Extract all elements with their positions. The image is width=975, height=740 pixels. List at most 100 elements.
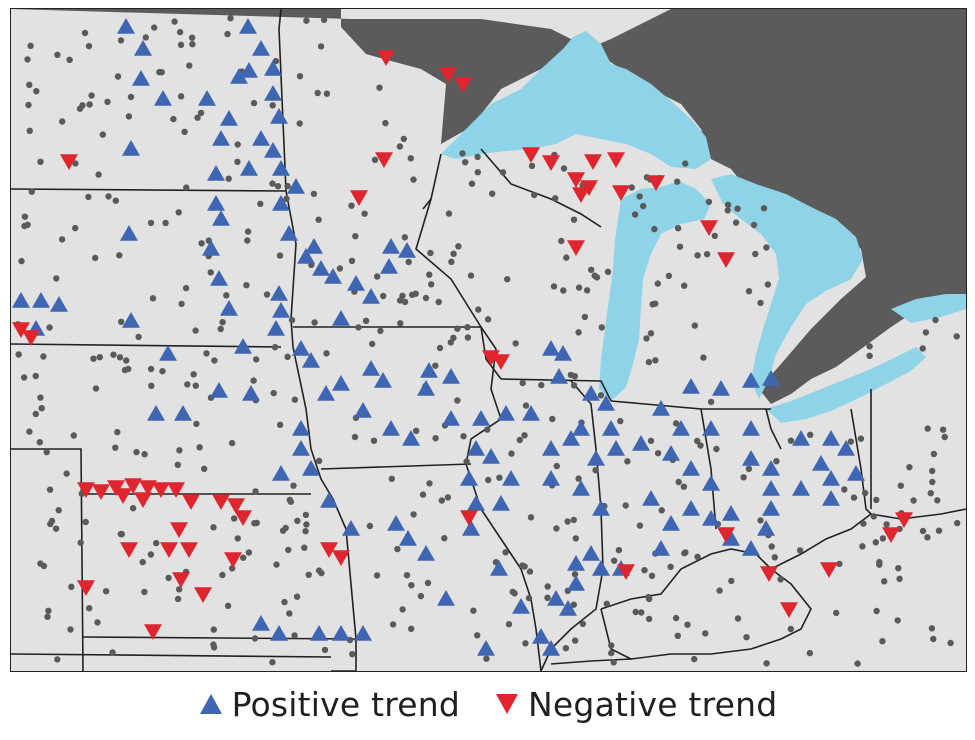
station-dot [121,366,129,374]
station-dot [672,614,680,622]
station-dot [243,282,250,289]
station-dot [348,202,355,209]
station-dot [33,88,40,95]
station-dot [681,282,688,289]
positive-trend-marker [442,410,460,426]
station-dot [296,73,304,80]
station-dot [32,372,39,380]
station-dot [684,621,691,628]
station-dot [296,120,303,127]
station-dot [380,292,387,300]
station-dot [95,171,102,178]
positive-trend-marker [420,362,438,378]
positive-trend-marker [198,90,216,106]
station-dot [224,602,232,609]
positive-trend-marker [292,440,310,456]
positive-trend-marker [542,340,560,356]
station-dot [583,287,591,294]
station-dot [768,543,775,550]
station-dot [283,195,290,202]
station-dot [895,565,902,572]
station-dot [572,535,579,542]
positive-trend-marker [240,62,258,78]
station-dot [651,225,658,233]
station-dot [133,448,140,456]
station-dot [366,522,374,530]
station-dot [24,221,31,228]
station-dot [676,243,684,250]
border-25 [765,408,782,450]
station-dot [224,30,231,38]
station-dot [92,385,100,392]
negative-trend-marker [92,484,110,500]
positive-trend-marker [587,450,605,466]
station-dot [426,271,433,278]
negative-trend-marker [700,220,718,236]
negative-trend-marker [567,240,585,256]
station-dot [419,491,427,498]
positive-trend-marker [512,598,530,614]
border-14 [500,378,612,402]
station-dot [654,450,662,457]
negative-trend-marker [134,492,152,508]
station-dot [740,474,747,481]
station-dot [879,638,886,645]
station-dot [485,476,492,484]
negative-trend-marker [612,185,630,201]
station-dot [397,320,404,327]
station-dot [263,291,271,298]
station-dot [570,516,577,524]
positive-trend-marker [374,372,392,388]
station-dot [25,101,32,109]
station-dot [228,439,236,447]
positive-trend-marker [134,40,152,56]
station-dot [833,609,840,617]
station-dot [604,268,612,275]
station-dot [149,295,157,302]
positive-trend-marker [234,338,252,354]
border-19 [870,508,966,520]
negative-trend-marker [107,480,125,496]
station-dot [46,324,53,331]
station-dot [26,127,33,134]
station-dot [525,594,533,602]
positive-trend-marker [662,445,680,461]
station-dot [638,609,645,616]
station-dot [184,381,191,388]
positive-trend-markers [12,18,865,656]
positive-trend-marker [477,640,495,656]
positive-trend-marker [202,240,220,256]
station-dot [54,656,61,663]
station-dot [192,382,199,389]
station-dot [447,339,454,346]
station-dot [866,343,873,350]
positive-trend-marker [212,210,230,226]
positive-trend-marker [312,260,330,276]
negative-trend-marker [607,152,625,168]
border-5 [82,636,357,640]
station-dot [110,351,117,358]
positive-trend-marker [652,400,670,416]
station-dot [654,280,661,287]
station-dot [174,461,181,468]
station-dot [141,588,148,596]
station-dot [67,626,74,633]
positive-trend-marker [342,520,360,536]
station-dot [459,150,466,157]
station-dot [444,494,452,501]
border-1 [278,9,287,192]
station-dot [807,431,814,438]
station-dot [932,316,939,324]
station-dot [636,522,644,529]
station-dot [176,586,183,593]
station-dot [148,382,155,389]
station-dot [841,486,848,493]
positive-trend-marker [32,292,50,308]
station-dot [85,193,92,201]
station-dot [588,266,595,273]
station-dot [361,210,368,217]
positive-trend-marker [542,470,560,486]
station-dot [682,160,689,167]
station-dot [399,292,406,299]
positive-trend-marker [462,520,480,536]
